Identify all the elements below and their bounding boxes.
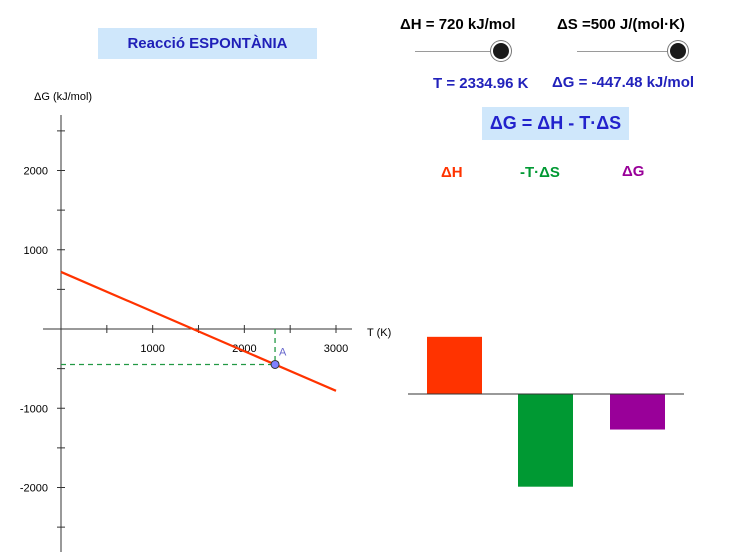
- bar-tds: [518, 394, 573, 487]
- legend-dg: ΔG: [622, 163, 645, 180]
- y-tick-label: 1000: [24, 245, 48, 257]
- dh-slider-handle[interactable]: [493, 43, 509, 59]
- gibbs-formula: ΔG = ΔH - T·ΔS: [482, 107, 629, 140]
- x-axis-label: T (K): [367, 327, 391, 339]
- legend-tds: -T·ΔS: [520, 164, 560, 181]
- y-axis-label: ΔG (kJ/mol): [34, 91, 92, 103]
- temperature-readout: T = 2334.96 K: [433, 75, 529, 92]
- ds-slider-label: ΔS =500 J/(mol·K): [557, 16, 685, 33]
- y-tick-label: 2000: [24, 166, 48, 178]
- legend-dh: ΔH: [441, 164, 463, 181]
- point-a-label: A: [279, 346, 287, 358]
- bar-dg: [610, 394, 665, 430]
- dh-slider-label: ΔH = 720 kJ/mol: [400, 16, 516, 33]
- x-tick-label: 1000: [140, 343, 164, 355]
- x-tick-label: 2000: [232, 343, 256, 355]
- y-tick-label: -1000: [20, 403, 48, 415]
- y-tick-label: -2000: [20, 483, 48, 495]
- dg-vs-t-chart: 1000 2000 3000 2000 1000 -1000 -2000 ΔG (kJ/mol…: [20, 91, 391, 552]
- dh-slider-track[interactable]: [415, 51, 509, 52]
- contribution-bar-chart: [408, 336, 684, 487]
- point-a: [270, 359, 280, 369]
- ds-slider-track[interactable]: [577, 51, 686, 52]
- bar-dh: [427, 336, 482, 394]
- dg-readout: ΔG = -447.48 kJ/mol: [552, 74, 695, 91]
- ds-slider-handle[interactable]: [670, 43, 686, 59]
- x-tick-label: 3000: [324, 343, 348, 355]
- dg-line: [60, 270, 337, 392]
- spontaneity-banner: Reacció ESPONTÀNIA: [98, 28, 317, 59]
